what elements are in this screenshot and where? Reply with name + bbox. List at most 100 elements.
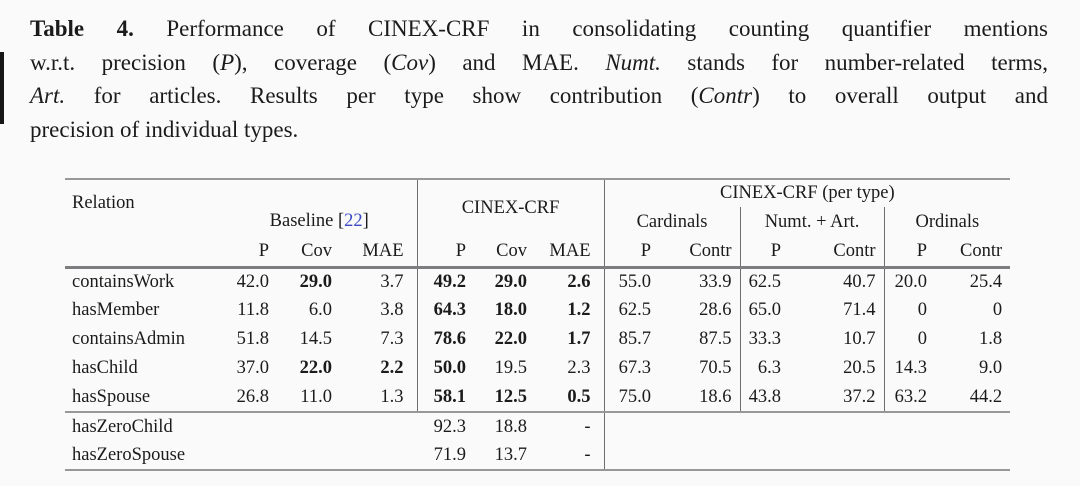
value-cell: 7.3 [345, 325, 418, 354]
caption-segment: ) and MAE. [428, 49, 606, 75]
subheader-baseline-p: P [258, 240, 269, 261]
value-cell: 20.0 [894, 271, 928, 292]
value-cell [935, 441, 1010, 470]
value-cell: 20.5 [789, 354, 885, 383]
value-cell [789, 412, 884, 441]
table-row: containsWork 42.0 29.0 3.7 49.2 29.0 2.6 55.0 33… [65, 267, 1010, 296]
caption-segment: precision of individual types. [30, 116, 299, 142]
caption-line: w.r.t. precision (P), coverage (Cov) and… [30, 46, 1048, 80]
value-cell: 43.8 [748, 386, 782, 407]
caption-segment: ) to overall output and [752, 83, 1048, 108]
value-cell: 37.0 [236, 358, 269, 378]
value-cell: 10.7 [789, 325, 885, 354]
value-cell [884, 412, 935, 441]
value-cell: 2.6 [540, 267, 605, 296]
caption-line: Art. for articles. Results per type show… [30, 79, 1048, 113]
zero-rows-section: hasZeroChild 92.3 18.8- hasZeroSpouse 71.9 13… [65, 412, 1011, 470]
baseline-group-header: Baseline [22] [222, 179, 418, 237]
value-cell: 29.0 [494, 271, 528, 292]
value-cell [282, 412, 345, 441]
value-cell: 33.3 [748, 329, 782, 349]
header-row-2: Cardinals Numt. + Art. Ordinals [65, 207, 1010, 237]
relation-cell: hasChild [72, 358, 138, 378]
value-cell: 71.9 [433, 444, 467, 465]
value-cell: 0 [917, 300, 928, 320]
value-cell [789, 441, 884, 470]
value-cell: 55.0 [618, 271, 652, 292]
caption-segment: stands for number-related terms, [660, 49, 1048, 75]
value-cell: 11.0 [300, 386, 332, 407]
value-cell [282, 441, 345, 470]
value-cell: 85.7 [618, 329, 652, 349]
subheader-ordinals-p: P [916, 240, 928, 261]
value-cell: 33.9 [659, 267, 741, 296]
group-header-cardinals: Cardinals [604, 207, 741, 237]
value-cell: 2.3 [540, 354, 605, 383]
value-cell: 1.7 [540, 325, 605, 354]
value-cell [222, 412, 282, 441]
relation-cell: hasZeroChild [72, 416, 173, 437]
value-cell [935, 412, 1010, 441]
caption-line: Table 4. Performance of CINEX-CRF in con… [30, 12, 1048, 46]
value-cell: 13.7 [494, 444, 528, 465]
value-cell: 19.5 [494, 358, 528, 378]
cinex-crf-group-header: CINEX-CRF [417, 179, 605, 237]
subheader-numt-contr: Contr [789, 237, 885, 267]
value-cell [659, 412, 740, 441]
table-caption: Table 4. Performance of CINEX-CRF in con… [30, 12, 1048, 146]
caption-segment: Performance of CINEX-CRF in consolidatin… [133, 16, 1048, 41]
value-cell: 49.2 [433, 271, 467, 292]
value-cell: 58.1 [433, 386, 467, 407]
caption-line: precision of individual types. [30, 113, 1048, 147]
value-cell: 78.6 [433, 329, 467, 349]
value-cell: 22.0 [494, 329, 528, 349]
caption-segment: w.r.t. precision ( [30, 49, 221, 75]
citation-link[interactable]: 22 [344, 211, 363, 231]
value-cell: 1.3 [345, 383, 418, 412]
value-cell: - [540, 441, 605, 470]
screenshot-edge-artifact [0, 52, 4, 124]
value-cell: 14.5 [299, 329, 332, 349]
value-cell: 12.5 [494, 386, 528, 407]
caption-segment: ), coverage ( [234, 49, 392, 75]
pertype-group-header: CINEX-CRF (per type) [719, 183, 895, 203]
value-cell [604, 441, 659, 470]
value-cell: 37.2 [789, 383, 885, 412]
header-row-3: P Cov MAE P Cov MAE P Contr P Contr P Co… [65, 237, 1010, 267]
table-row: hasChild 37.0 22.0 2.2 50.0 19.5 2.3 67.3 70.5 6.… [65, 354, 1010, 383]
value-cell: 51.8 [236, 329, 269, 349]
subheader-baseline-mae: MAE [345, 237, 418, 267]
value-cell: 1.8 [979, 329, 1003, 349]
value-cell: 2.2 [345, 354, 418, 383]
subheader-cinex-mae: MAE [540, 237, 605, 267]
caption-segment: Cov [391, 49, 429, 75]
value-cell: 64.3 [433, 300, 467, 320]
value-cell [659, 441, 740, 470]
subheader-cardinals-p: P [640, 240, 652, 261]
value-cell: 25.4 [969, 271, 1003, 292]
table-row: containsAdmin 51.8 14.5 7.3 78.6 22.0 1.7 85.7 8… [65, 325, 1010, 354]
table-row: hasZeroChild 92.3 18.8- [65, 412, 1010, 441]
caption-segment: Numt. [605, 49, 661, 75]
value-cell: 0 [917, 329, 928, 349]
value-cell: 6.0 [308, 300, 332, 320]
table-header: Relation Baseline [22] CINEX-CRF CINEX-C… [65, 179, 1011, 267]
value-cell: 75.0 [618, 386, 652, 407]
caption-segment: Contr [698, 83, 753, 108]
subheader-ordinals-contr: Contr [959, 240, 1003, 261]
table-row: hasSpouse 26.8 11.0 1.3 58.1 12.5 0.5 75.0 18.6 4… [65, 383, 1010, 412]
value-cell [222, 441, 282, 470]
value-cell: 50.0 [433, 358, 467, 378]
value-cell [740, 441, 789, 470]
caption-segment: Art. [30, 83, 66, 108]
value-cell: - [540, 412, 605, 441]
value-cell: 0.5 [540, 383, 605, 412]
value-cell: 65.0 [748, 300, 782, 320]
citation-bracket-open: [ [338, 211, 345, 231]
caption-segment: for articles. Results per type show cont… [65, 83, 699, 108]
value-cell: 14.3 [894, 358, 928, 378]
value-cell: 62.5 [748, 271, 782, 292]
value-cell: 67.3 [618, 358, 652, 378]
value-cell: 22.0 [299, 358, 332, 378]
subheader-cardinals-contr: Contr [659, 237, 741, 267]
